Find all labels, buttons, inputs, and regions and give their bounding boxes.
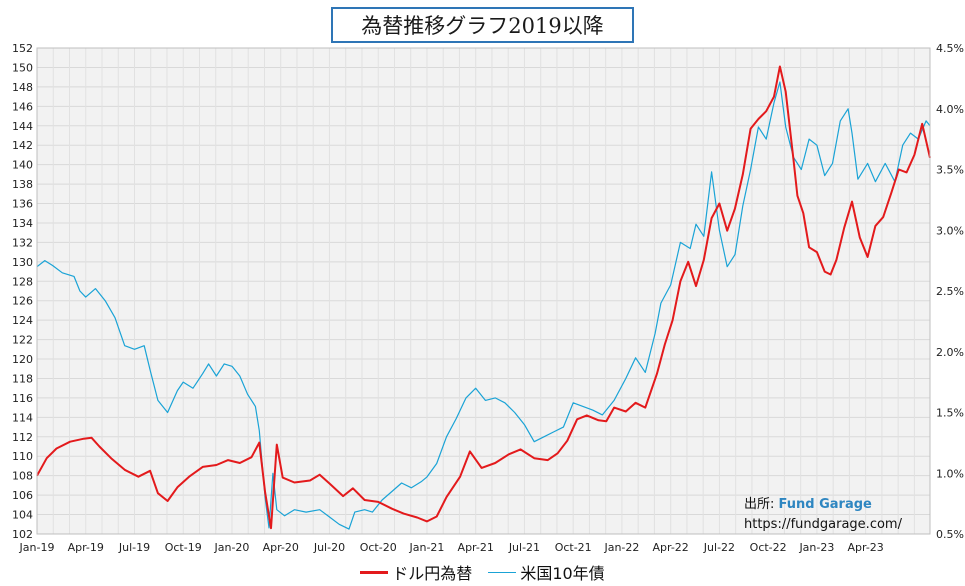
y-left-tick-label: 110 bbox=[12, 450, 33, 463]
x-tick-label: Oct-21 bbox=[555, 541, 592, 554]
x-tick-label: Jul-19 bbox=[118, 541, 150, 554]
y-left-tick-label: 124 bbox=[12, 314, 33, 327]
axes-group: 102 104 106 108 110 112 114 116 118 120 122 124 126 1… bbox=[12, 42, 964, 554]
y-left-tick-label: 152 bbox=[12, 42, 33, 55]
chart-title-box: 為替推移グラフ2019以降 bbox=[331, 7, 634, 43]
series-line-usdjpy bbox=[36, 65, 931, 530]
x-tick-label: Jan-20 bbox=[214, 541, 250, 554]
y-right-tick-label: 1.0% bbox=[936, 467, 964, 480]
source-line: 出所: Fund Garage bbox=[744, 495, 902, 515]
y-right-tick-label: 1.5% bbox=[936, 407, 964, 420]
x-tick-label: Apr-23 bbox=[848, 541, 884, 554]
y-left-tick-label: 102 bbox=[12, 528, 33, 541]
y-left-tick-label: 146 bbox=[12, 100, 33, 113]
legend-item-usdjpy: ドル円為替 bbox=[360, 560, 472, 584]
y-left-tick-label: 114 bbox=[12, 411, 33, 424]
y-left-tick-label: 118 bbox=[12, 372, 33, 385]
plot-border bbox=[36, 47, 931, 535]
y-left-tick-label: 106 bbox=[12, 489, 33, 502]
plot-area bbox=[37, 48, 930, 534]
y-left-tick-label: 130 bbox=[12, 256, 33, 269]
x-tick-label: Jan-23 bbox=[798, 541, 834, 554]
legend-swatch-us10y bbox=[488, 571, 517, 573]
y-left-tick-label: 108 bbox=[12, 470, 33, 483]
y-left-tick-label: 126 bbox=[12, 295, 33, 308]
series-group bbox=[36, 65, 931, 530]
x-tick-label: Oct-22 bbox=[750, 541, 787, 554]
source-label: 出所: bbox=[744, 497, 779, 512]
y-right-tick-label: 2.0% bbox=[936, 346, 964, 359]
y-right-tick-label: 4.5% bbox=[936, 42, 964, 55]
legend-label-usdjpy: ドル円為替 bbox=[392, 564, 473, 583]
x-tick-label: Apr-20 bbox=[263, 541, 299, 554]
x-tick-label: Oct-20 bbox=[360, 541, 397, 554]
x-tick-label: Apr-22 bbox=[653, 541, 689, 554]
y-left-tick-label: 122 bbox=[12, 334, 33, 347]
x-tick-label: Jan-21 bbox=[408, 541, 444, 554]
x-tick-label: Jan-22 bbox=[603, 541, 639, 554]
x-tick-label: Jul-22 bbox=[703, 541, 735, 554]
y-left-tick-label: 132 bbox=[12, 236, 33, 249]
y-left-tick-label: 138 bbox=[12, 178, 33, 191]
x-tick-label: Oct-19 bbox=[165, 541, 202, 554]
y-left-tick-label: 148 bbox=[12, 81, 33, 94]
y-left-tick-label: 136 bbox=[12, 198, 33, 211]
y-left-tick-label: 134 bbox=[12, 217, 33, 230]
x-tick-label: Apr-19 bbox=[68, 541, 104, 554]
legend-item-us10y: 米国10年債 bbox=[488, 560, 605, 584]
y-right-tick-label: 3.0% bbox=[936, 224, 964, 237]
legend-label-us10y: 米国10年債 bbox=[520, 564, 605, 583]
legend-swatch-usdjpy bbox=[360, 570, 389, 574]
series-line-us10y bbox=[36, 81, 931, 530]
legend: ドル円為替 米国10年債 bbox=[0, 560, 965, 584]
y-right-tick-label: 2.5% bbox=[936, 285, 964, 298]
y-right-tick-label: 3.5% bbox=[936, 164, 964, 177]
y-right-tick-label: 4.0% bbox=[936, 103, 964, 116]
source-credit: 出所: Fund Garage https://fundgarage.com/ bbox=[744, 495, 902, 535]
gridlines bbox=[36, 47, 930, 535]
y-left-tick-label: 140 bbox=[12, 159, 33, 172]
x-tick-label: Jul-21 bbox=[508, 541, 540, 554]
source-brand: Fund Garage bbox=[778, 497, 872, 512]
y-left-tick-label: 144 bbox=[12, 120, 33, 133]
y-left-tick-label: 128 bbox=[12, 275, 33, 288]
y-right-tick-label: 0.5% bbox=[936, 528, 964, 541]
y-left-tick-label: 112 bbox=[12, 431, 33, 444]
y-left-tick-label: 150 bbox=[12, 61, 33, 74]
source-url: https://fundgarage.com/ bbox=[744, 517, 902, 532]
chart-title: 為替推移グラフ2019以降 bbox=[361, 14, 604, 38]
y-left-tick-label: 116 bbox=[12, 392, 33, 405]
y-left-tick-label: 120 bbox=[12, 353, 33, 366]
x-tick-label: Jan-19 bbox=[19, 541, 55, 554]
y-left-tick-label: 142 bbox=[12, 139, 33, 152]
y-left-tick-label: 104 bbox=[12, 509, 33, 522]
x-tick-label: Apr-21 bbox=[458, 541, 494, 554]
x-tick-label: Jul-20 bbox=[313, 541, 345, 554]
